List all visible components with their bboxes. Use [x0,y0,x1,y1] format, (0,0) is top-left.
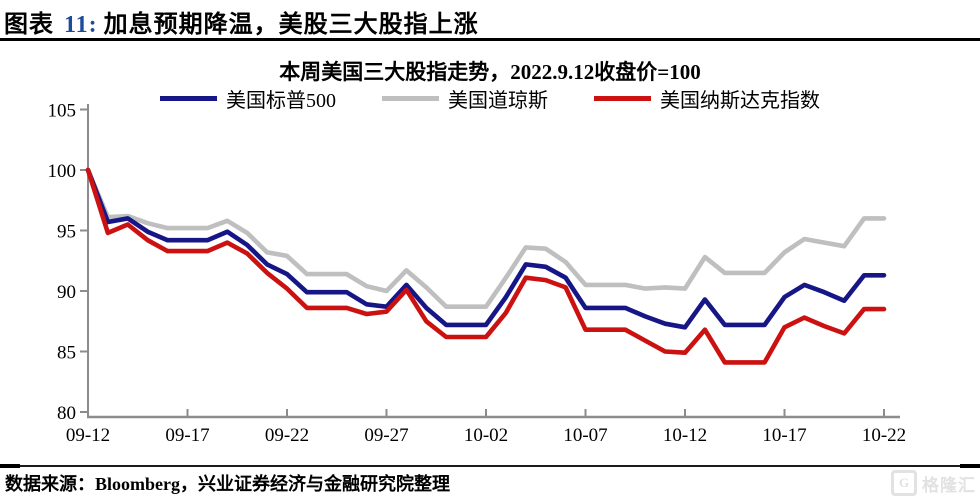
watermark-text: 格隆汇 [922,475,976,495]
y-tick-label: 85 [57,343,76,364]
y-tick-label: 105 [48,101,77,122]
series-line-2 [85,167,887,365]
divider-end-cap-right [960,464,980,468]
dow-line-swatch [382,96,439,101]
chart-title: 本周美国三大股指走势，2022.9.12收盘价=100 [279,60,701,84]
nasdaq-line-swatch [594,96,651,101]
series-line-1 [85,167,887,310]
x-tick-label: 10-12 [663,425,707,446]
x-tick-label: 09-17 [165,425,209,446]
legend-item-sp500: 美国标普500 [160,84,336,113]
legend-label-sp500: 美国标普500 [226,90,336,112]
source-note: 数据来源：Bloomberg，兴业证券经济与金融研究院整理 [5,474,450,494]
footer-divider [0,465,980,467]
legend-item-dow: 美国道琼斯 [382,84,548,113]
x-tick-label: 09-27 [364,425,408,446]
y-tick-label: 90 [57,282,76,303]
figure-number: 11: [64,12,98,38]
x-tick-label: 10-02 [464,425,508,446]
y-tick-label: 80 [57,403,76,424]
legend-label-dow: 美国道琼斯 [448,90,548,112]
title-underline [0,38,980,41]
x-tick-label: 09-12 [66,425,110,446]
figure-label: 图表 [4,12,54,38]
gelonghui-logo-icon: G [891,470,917,496]
legend-label-nasdaq: 美国纳斯达克指数 [660,90,820,112]
chart-legend: 美国标普500 美国道琼斯 美国纳斯达克指数 [0,84,980,113]
legend-item-nasdaq: 美国纳斯达克指数 [594,84,820,113]
x-tick-label: 09-22 [265,425,309,446]
x-tick-label: 10-07 [563,425,607,446]
divider-end-cap-left [0,464,20,468]
figure-header: 图表 11: 加息预期降温，美股三大股指上涨 [4,4,479,39]
x-tick-label: 10-22 [862,425,906,446]
figure-title: 加息预期降温，美股三大股指上涨 [103,12,479,38]
sp500-line-swatch [160,96,217,101]
y-tick-label: 100 [48,161,77,182]
watermark: G 格隆汇 [891,470,976,496]
x-tick-label: 10-17 [762,425,806,446]
series-line-0 [85,167,887,330]
y-tick-label: 95 [57,222,76,243]
